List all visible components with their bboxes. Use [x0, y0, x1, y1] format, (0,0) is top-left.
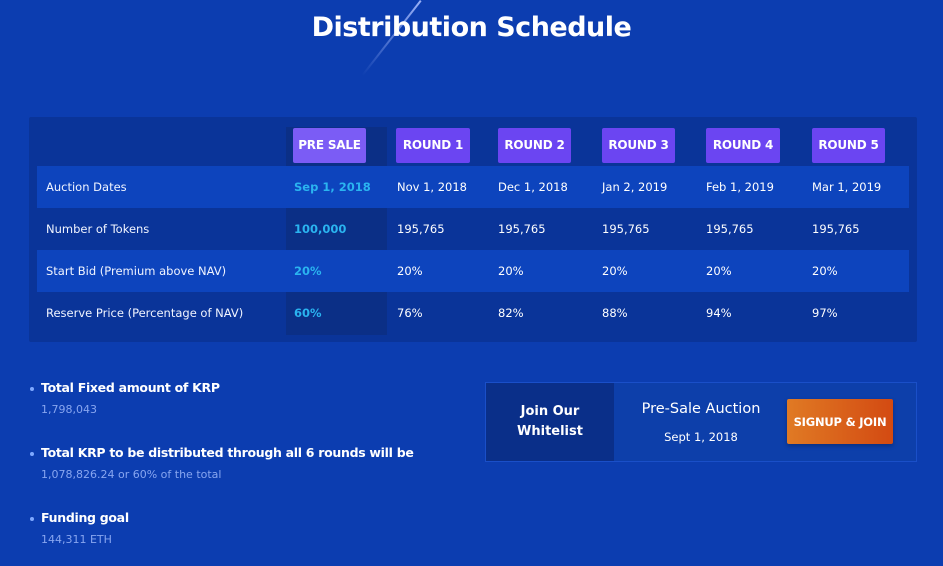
table-cell: Feb 1, 2019	[706, 180, 774, 194]
fact-title: Funding goal	[41, 510, 129, 525]
table-cell-presale: 100,000	[294, 222, 347, 236]
table-cell: 20%	[397, 264, 423, 278]
bullet-icon	[30, 452, 34, 456]
bullet-icon	[30, 517, 34, 521]
table-cell: 76%	[397, 306, 423, 320]
column-header-presale: PRE SALE	[293, 128, 366, 163]
table-cell-presale: Sep 1, 2018	[294, 180, 371, 194]
table-row-auction-dates: Auction Dates Sep 1, 2018 Nov 1, 2018 De…	[37, 166, 909, 208]
whitelist-card: Join Our Whitelist Pre-Sale Auction Sept…	[485, 382, 917, 462]
table-cell: 195,765	[812, 222, 860, 236]
table-row-reserve-price: Reserve Price (Percentage of NAV) 60% 76…	[37, 292, 909, 334]
fact-title: Total Fixed amount of KRP	[41, 380, 220, 395]
table-cell: 20%	[602, 264, 628, 278]
table-cell: Nov 1, 2018	[397, 180, 467, 194]
presale-auction-date: Sept 1, 2018	[664, 430, 738, 444]
fact-value: 1,078,826.24 or 60% of the total	[41, 468, 222, 481]
table-cell: 88%	[602, 306, 628, 320]
presale-auction-title: Pre-Sale Auction	[641, 401, 761, 417]
table-cell: Jan 2, 2019	[602, 180, 668, 194]
column-header-round-5: ROUND 5	[812, 128, 885, 163]
whitelist-label-line-1: Join Our	[520, 404, 580, 419]
table-cell: 195,765	[706, 222, 754, 236]
whitelist-label: Join Our Whitelist	[486, 383, 614, 461]
signup-join-button[interactable]: SIGNUP & JOIN	[787, 399, 893, 444]
table-cell-presale: 20%	[294, 264, 322, 278]
table-cell: 97%	[812, 306, 838, 320]
row-label: Auction Dates	[46, 180, 127, 194]
row-label: Start Bid (Premium above NAV)	[46, 264, 227, 278]
table-cell: 94%	[706, 306, 732, 320]
table-row-start-bid: Start Bid (Premium above NAV) 20% 20% 20…	[37, 250, 909, 292]
table-cell: 20%	[812, 264, 838, 278]
table-cell: 195,765	[602, 222, 650, 236]
fact-value: 1,798,043	[41, 403, 97, 416]
table-cell: 195,765	[397, 222, 445, 236]
fact-title: Total KRP to be distributed through all …	[41, 445, 414, 460]
table-cell-presale: 60%	[294, 306, 322, 320]
page-title: Distribution Schedule	[311, 12, 632, 43]
table-cell: 20%	[706, 264, 732, 278]
table-cell: 20%	[498, 264, 524, 278]
column-header-round-2: ROUND 2	[498, 128, 571, 163]
fact-value: 144,311 ETH	[41, 533, 112, 546]
whitelist-label-line-2: Whitelist	[517, 424, 583, 439]
table-cell: 82%	[498, 306, 524, 320]
row-label: Reserve Price (Percentage of NAV)	[46, 306, 244, 320]
table-row-number-of-tokens: Number of Tokens 100,000 195,765 195,765…	[37, 208, 909, 250]
column-header-round-1: ROUND 1	[396, 128, 470, 163]
column-header-round-4: ROUND 4	[706, 128, 780, 163]
row-label: Number of Tokens	[46, 222, 150, 236]
distribution-schedule-table: PRE SALE ROUND 1 ROUND 2 ROUND 3 ROUND 4…	[29, 117, 917, 342]
table-cell: 195,765	[498, 222, 546, 236]
table-cell: Dec 1, 2018	[498, 180, 568, 194]
bullet-icon	[30, 387, 34, 391]
table-cell: Mar 1, 2019	[812, 180, 882, 194]
column-header-round-3: ROUND 3	[602, 128, 675, 163]
